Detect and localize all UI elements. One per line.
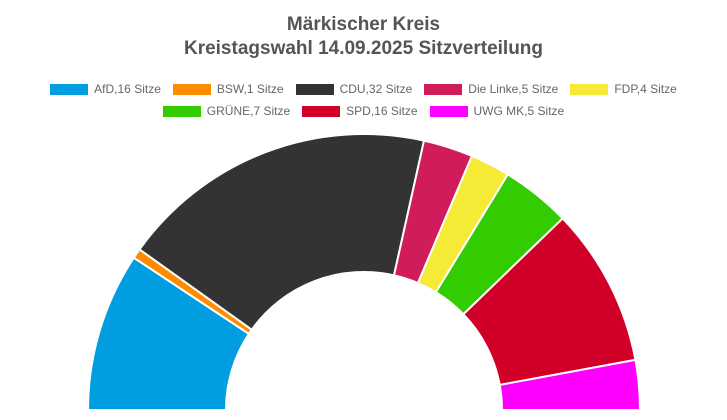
- legend-row-1: AfD,16 Sitze BSW,1 Sitze CDU,32 Sitze Di…: [0, 82, 727, 96]
- legend-item-cdu[interactable]: CDU,32 Sitze: [295, 82, 413, 96]
- chart-subtitle: Kreistagswahl 14.09.2025 Sitzverteilung: [183, 38, 544, 59]
- legend-label-die-linke: Die Linke,5 Sitze: [468, 82, 559, 96]
- legend-item-bsw[interactable]: BSW,1 Sitze: [172, 82, 284, 96]
- legend-label-afd: AfD,16 Sitze: [94, 82, 161, 96]
- legend-swatch-cdu: [295, 83, 334, 95]
- legend-item-afd[interactable]: AfD,16 Sitze: [50, 82, 161, 96]
- legend-swatch-bsw: [172, 83, 211, 95]
- legend-item-fdp[interactable]: FDP,4 Sitze: [570, 82, 677, 96]
- legend-swatch-die-linke: [424, 83, 463, 95]
- legend-item-die-linke[interactable]: Die Linke,5 Sitze: [424, 82, 558, 96]
- legend-label-cdu: CDU,32 Sitze: [339, 82, 413, 96]
- legend-label-gruene: GRÜNE,7 Sitze: [206, 104, 291, 118]
- legend-label-uwg-mk: UWG MK,5 Sitze: [473, 104, 565, 118]
- legend-swatch-afd: [50, 83, 89, 95]
- slice-uwg-mk[interactable]: [498, 358, 642, 411]
- chart-title: Märkischer Kreis: [286, 14, 441, 35]
- legend-item-spd[interactable]: SPD,16 Sitze: [302, 104, 418, 118]
- slice-cdu[interactable]: [138, 133, 426, 332]
- legend-label-fdp: FDP,4 Sitze: [614, 82, 677, 96]
- legend-swatch-fdp: [570, 83, 609, 95]
- legend-label-spd: SPD,16 Sitze: [346, 104, 418, 118]
- legend-item-uwg-mk[interactable]: UWG MK,5 Sitze: [429, 104, 565, 118]
- legend-item-gruene[interactable]: GRÜNE,7 Sitze: [162, 104, 291, 118]
- legend-label-bsw: BSW,1 Sitze: [216, 82, 284, 96]
- legend-swatch-spd: [302, 105, 341, 117]
- legend-row-2: GRÜNE,7 Sitze SPD,16 Sitze UWG MK,5 Sitz…: [0, 104, 727, 118]
- legend-swatch-uwg-mk: [429, 105, 468, 117]
- legend-swatch-gruene: [162, 105, 201, 117]
